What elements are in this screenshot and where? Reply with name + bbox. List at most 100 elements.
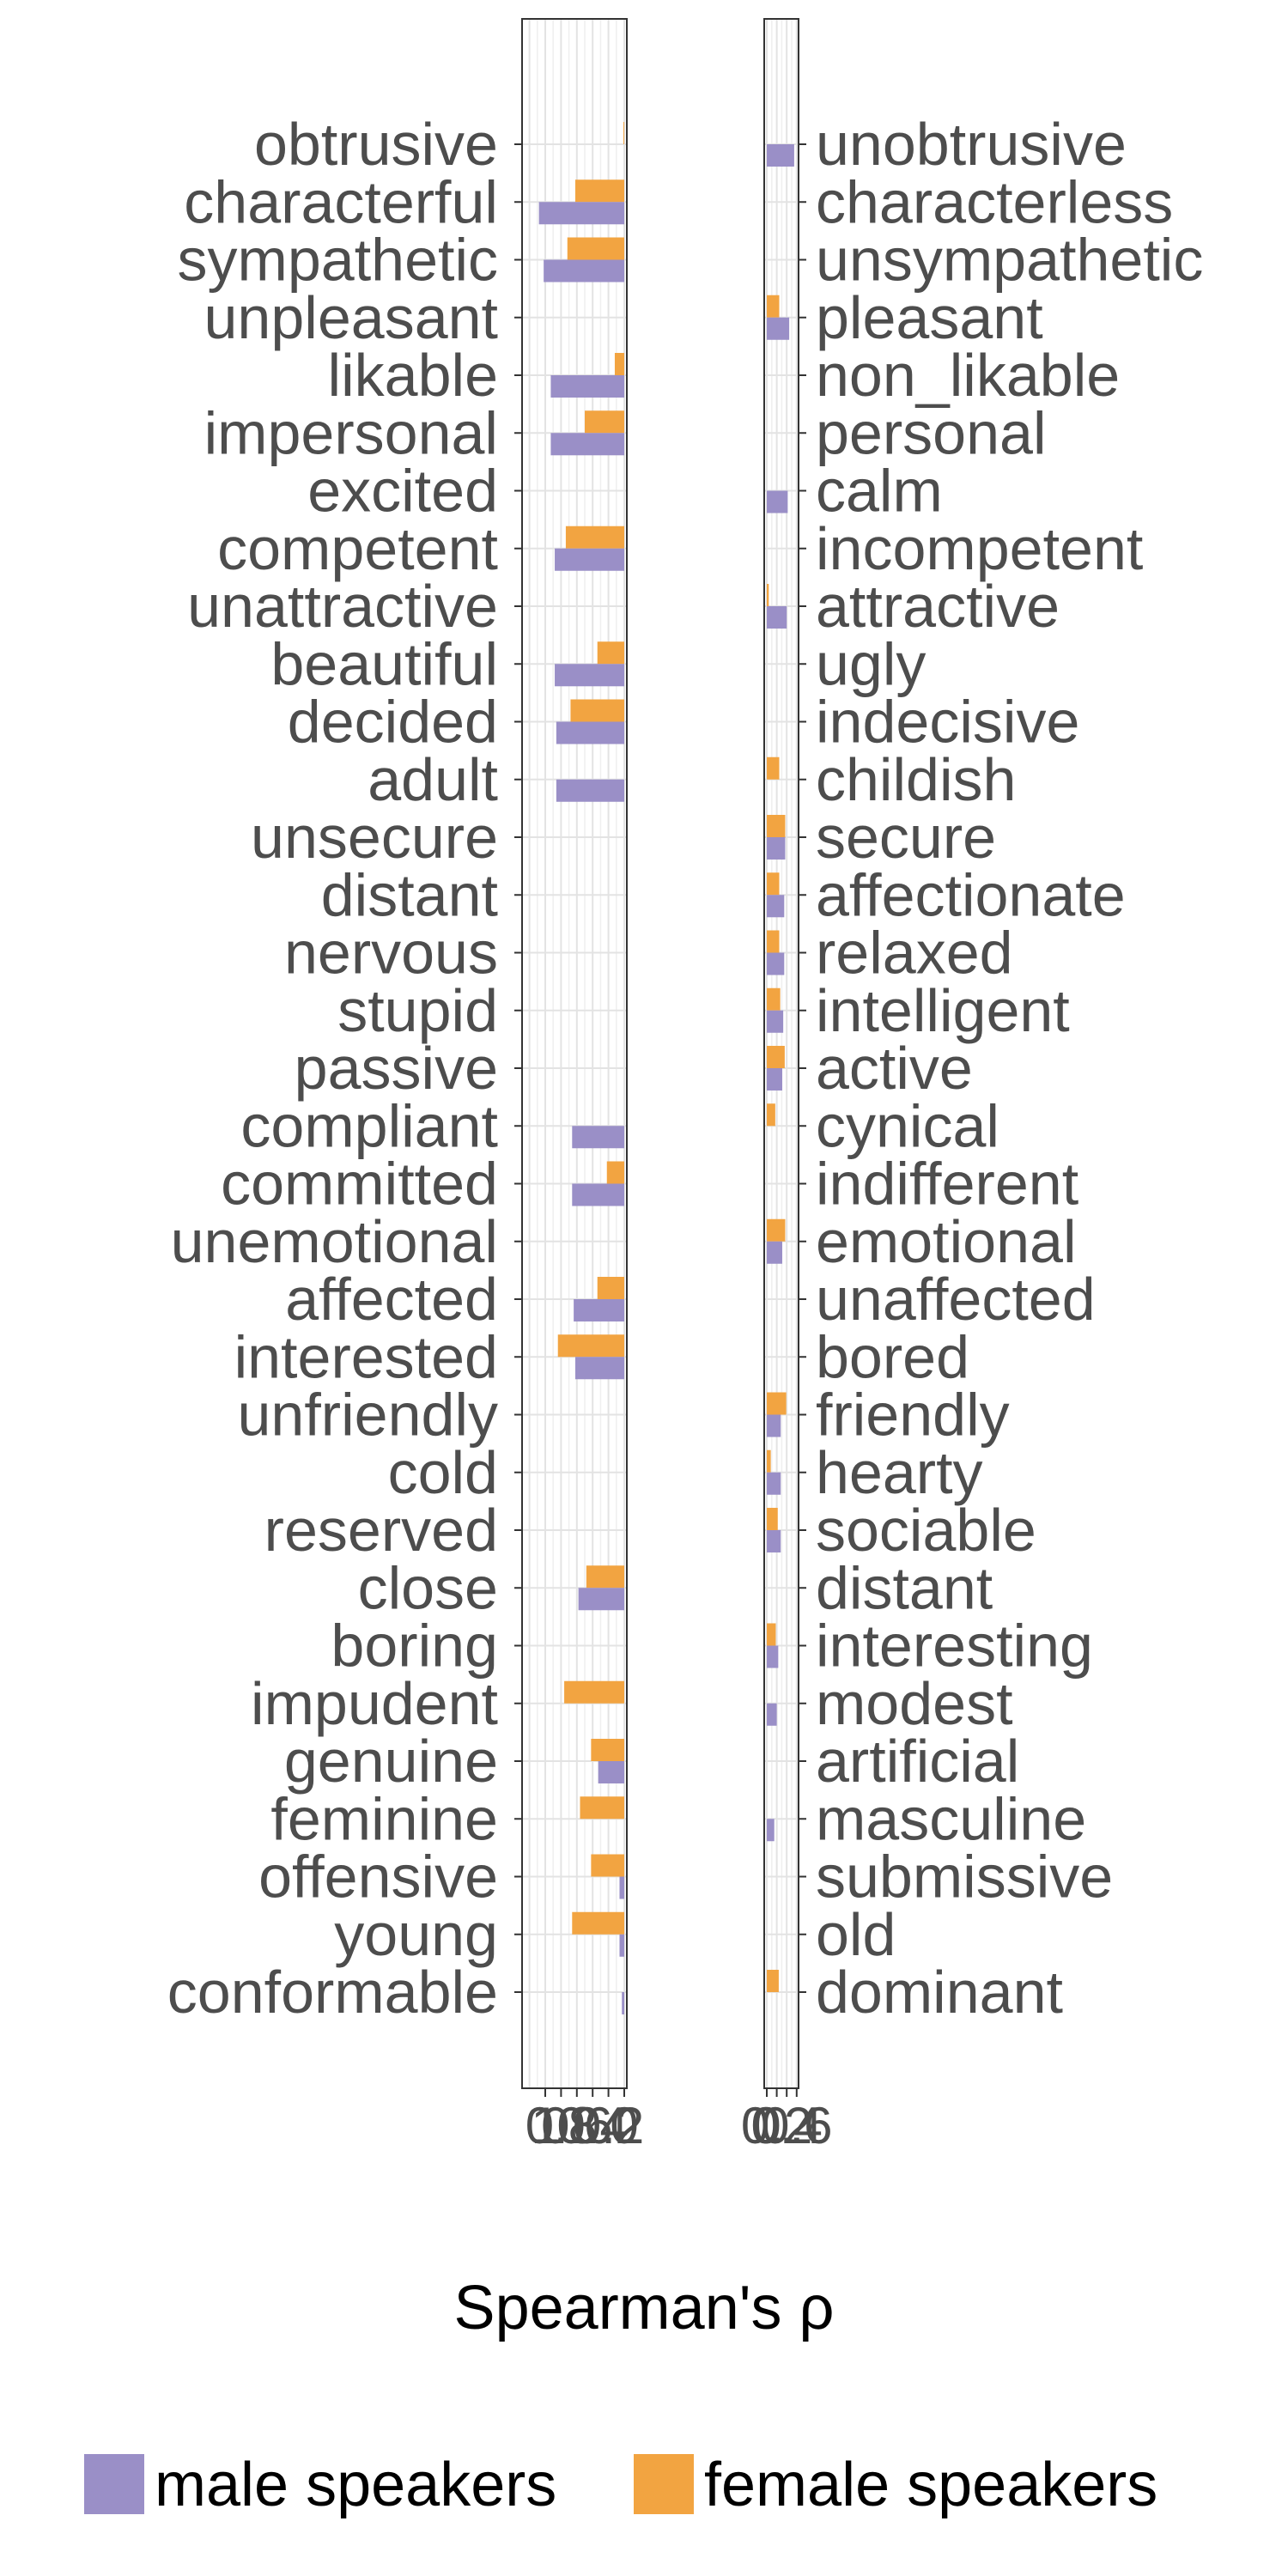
right-panel-y-ticks [799,143,806,1993]
lp-bar-male-likable [550,375,624,398]
lp-bar-female-impersonal [585,410,624,434]
legend-swatch-male [84,2454,144,2514]
lp-bar-male-beautiful [555,664,624,687]
lp-bar-female-feminine [580,1796,624,1820]
rp-bar-female-affectionate [767,872,780,896]
lp-category-label: close [358,1554,498,1621]
rp-x-tick-label: 0.2 [741,2097,812,2154]
lp-x-tick-label: 0.2 [573,2097,644,2154]
rp-category-label: hearty [816,1439,983,1506]
rp-category-label: indecisive [816,689,1079,756]
lp-category-label: distant [321,861,498,928]
lp-bar-male-interested [574,1357,624,1380]
rp-x-tick-label: 0.4 [750,2097,822,2154]
rp-category-label: ugly [816,630,926,697]
lp-category-label: unpleasant [204,284,498,351]
rp-category-label: emotional [816,1208,1077,1275]
lp-bar-male-affected [574,1299,624,1321]
legend-label-female: female speakers [704,2451,1157,2519]
right-panel-bars [767,144,794,1992]
rp-category-label: old [816,1901,896,1968]
lp-category-label: excited [307,458,498,525]
rp-bar-male-masculine [767,1819,775,1842]
rp-category-label: unobtrusive [816,111,1127,178]
legend: male speakers female speakers [84,2451,1157,2519]
rp-category-label: personal [816,399,1047,466]
lp-category-label: stupid [337,977,498,1044]
lp-category-label: impudent [251,1670,498,1737]
rp-bar-female-emotional [767,1218,786,1242]
rp-category-label: cynical [816,1092,999,1159]
lp-bar-female-decided [570,699,624,722]
rp-category-label: intelligent [816,977,1070,1044]
lp-category-label: reserved [264,1497,498,1564]
lp-bar-female-genuine [591,1739,624,1761]
rp-bar-female-sociable [767,1508,778,1530]
rp-category-label: indifferent [816,1151,1078,1218]
lp-bar-male-competent [555,548,624,571]
rp-category-label: bored [816,1323,969,1390]
lp-category-label: sympathetic [178,227,498,294]
left-panel-grid [522,19,627,2088]
rp-category-label: sociable [816,1497,1036,1564]
lp-bar-male-close [578,1588,624,1611]
x-axis-title: Spearman's ρ [454,2274,835,2342]
lp-bar-female-competent [565,526,624,549]
legend-label-male: male speakers [155,2451,556,2519]
lp-bar-male-adult [556,779,624,802]
left-panel-y-ticks [514,143,522,1993]
lp-bar-female-impudent [564,1680,624,1704]
rp-bar-male-emotional [767,1241,782,1264]
lp-category-label: passive [295,1035,498,1102]
lp-x-tick-label: 0.4 [556,2097,628,2154]
lp-category-label: interested [234,1323,498,1390]
rp-bar-female-pleasant [767,295,780,318]
rp-category-label: unsympathetic [816,227,1203,294]
lp-category-label: compliant [240,1092,498,1159]
left-panel-frame [521,18,628,2089]
rp-bar-male-friendly [767,1414,781,1437]
lp-bar-male-compliant [572,1126,624,1149]
lp-category-label: unfriendly [237,1382,498,1449]
rp-category-label: non_likable [816,342,1120,409]
rp-category-label: characterless [816,168,1173,235]
rp-x-tick-label: 0.6 [761,2097,832,2154]
rp-category-label: childish [816,746,1016,813]
rp-category-label: active [816,1035,973,1102]
rp-bar-female-active [767,1046,785,1068]
right-panel-category-labels: unobtrusivecharacterlessunsympatheticple… [816,111,1203,2026]
lp-category-label: young [334,1901,498,1968]
rp-category-label: submissive [816,1844,1113,1911]
lp-category-label: affected [285,1266,498,1333]
lp-category-label: unsecure [251,804,498,871]
rp-x-tick-label: 0 [752,2097,781,2154]
rp-bar-male-attractive [767,606,787,629]
lp-bar-male-committed [572,1183,624,1206]
lp-bar-male-genuine [598,1761,624,1783]
lp-category-label: decided [288,689,498,756]
rp-bar-female-interesting [767,1623,776,1646]
lp-x-tick-label: 0.6 [541,2097,612,2154]
rp-category-label: relaxed [816,920,1013,987]
lp-category-label: impersonal [204,399,498,466]
lp-category-label: feminine [270,1785,498,1852]
lp-category-label: cold [388,1439,498,1506]
lp-bar-female-affected [597,1277,624,1299]
rp-bar-male-affectionate [767,895,785,918]
lp-category-label: genuine [284,1728,498,1795]
left-panel-x-ticks: 00.20.40.60.81 [526,2088,644,2154]
left-panel-category-labels: obtrusivecharacterfulsympatheticunpleasa… [167,111,498,2026]
rp-category-label: pleasant [816,284,1043,351]
lp-category-label: characterful [184,168,498,235]
right-panel-x-ticks: 00.20.40.6 [741,2088,833,2154]
rp-bar-female-hearty [767,1449,771,1473]
rp-category-label: artificial [816,1728,1019,1795]
lp-bar-female-sympathetic [567,237,624,260]
lp-bar-female-characterful [574,179,624,203]
rp-category-label: secure [816,804,996,871]
lp-bar-male-offensive [619,1876,624,1899]
rp-category-label: attractive [816,573,1060,640]
rp-bar-male-pleasant [767,317,790,340]
rp-bar-male-secure [767,837,786,860]
lp-category-label: adult [368,746,498,813]
